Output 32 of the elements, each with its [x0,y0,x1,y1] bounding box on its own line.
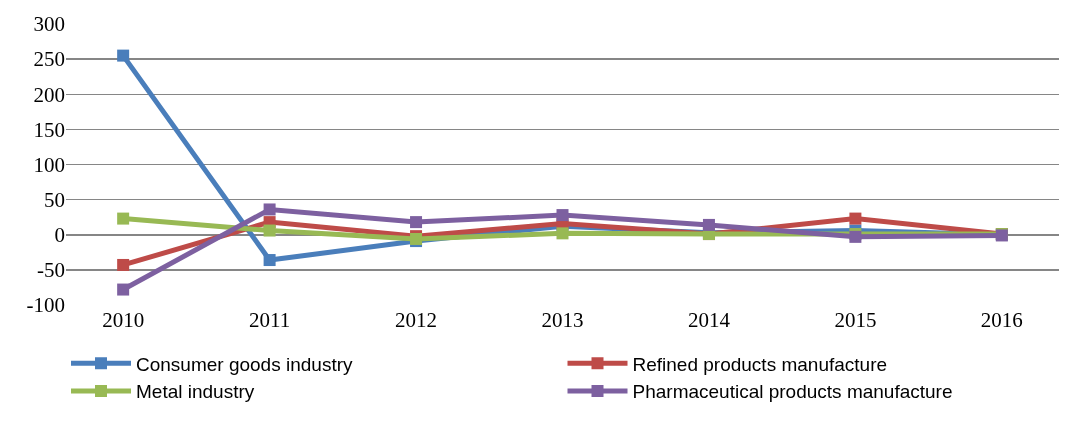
x-tick-label: 2011 [248,308,291,332]
point [263,254,276,267]
x-tick-label: 2015 [834,308,877,332]
y-tick-label: 50 [44,187,65,212]
point [117,283,130,296]
legend-label: Refined products manufacture [632,353,888,375]
x-tick-label: 2012 [395,308,438,332]
point [117,212,130,225]
point [702,218,715,231]
y-tick-label: 0 [54,223,65,248]
legend-label: Metal industry [136,381,255,403]
legend-label: Pharmaceutical products manufacture [632,381,953,403]
point [410,216,423,229]
point [263,224,276,237]
x-tick-label: 2016 [980,308,1023,332]
point [556,209,569,222]
point [263,203,276,216]
y-tick-label: -100 [26,293,65,318]
point [117,258,130,271]
y-tick-label: 150 [33,117,65,142]
y-tick-label: 250 [33,47,65,72]
x-tick-label: 2010 [102,308,145,332]
x-tick-label: 2013 [541,308,584,332]
y-tick-label: -50 [37,258,65,283]
y-tick-label: 200 [33,82,65,107]
point [117,49,130,62]
y-tick-label: 100 [33,152,65,177]
legend-label: Consumer goods industry [136,353,353,375]
point [849,212,862,225]
y-tick-label: 300 [33,12,65,37]
point [556,227,569,240]
x-tick-label: 2014 [687,308,731,332]
